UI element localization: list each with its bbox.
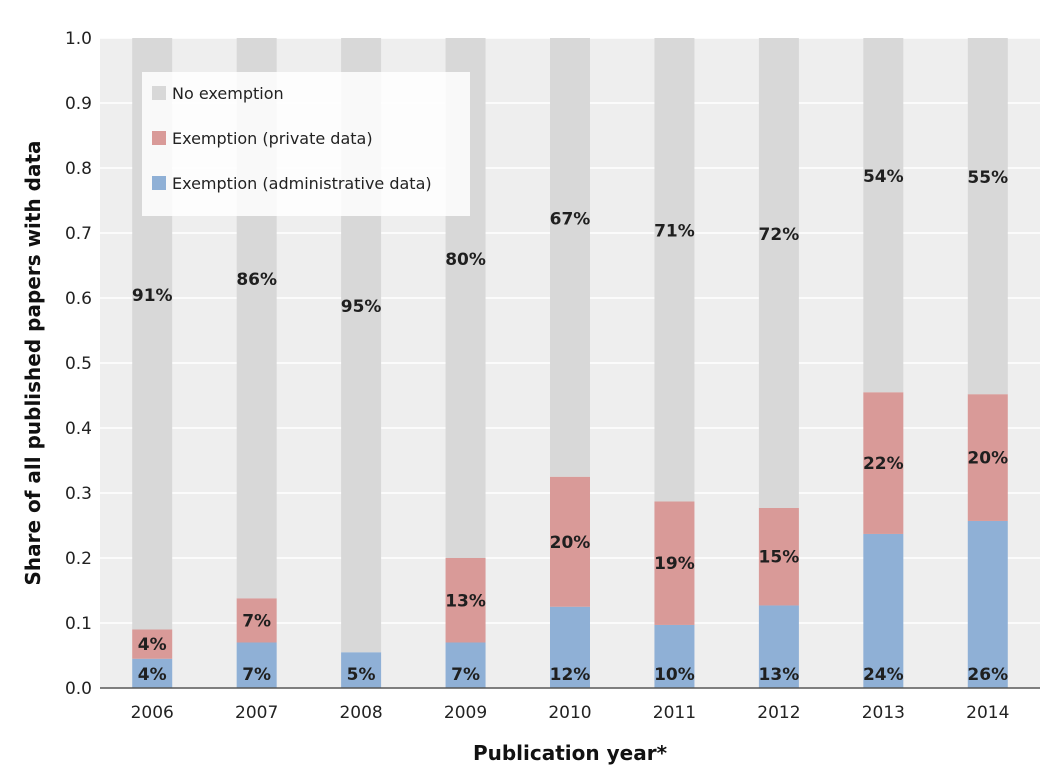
bar-value-label: 13% [759,665,800,685]
bar-value-label: 91% [132,286,173,306]
x-axis-title: Publication year* [473,741,668,765]
bar-segment [863,533,904,688]
y-tick-label: 0.1 [65,614,92,634]
bar-segment [654,624,695,688]
x-axis-ticks: 2006 2007 2008 2009 2010 2011 2012 2013 2014 [100,687,1040,723]
bar-segment [967,38,1008,395]
bar-value-label: 19% [654,554,695,574]
x-tick-label: 2009 [444,703,487,723]
x-tick-label: 2010 [548,703,591,723]
bar-segment [550,38,590,477]
legend-box [142,72,470,216]
x-tick-label: 2008 [339,703,382,723]
y-axis-ticks: 0.0 0.1 0.2 0.3 0.4 0.5 0.6 0.7 0.8 0.9 1.0 [65,29,92,699]
bar-value-label: 24% [863,665,904,685]
bar-value-label: 15% [759,548,800,568]
y-axis-title: Share of all published papers with data [21,140,45,585]
bar-segment [758,38,799,508]
bar-value-label: 13% [445,591,486,611]
x-tick-label: 2007 [235,703,278,723]
y-tick-label: 0.0 [65,679,92,699]
x-tick-label: 2012 [757,703,800,723]
y-tick-label: 0.3 [65,484,92,504]
bar-value-label: 22% [863,454,904,474]
bar-value-label: 95% [341,297,382,317]
bar-segment [758,507,799,606]
legend-entry: No exemption [172,84,284,103]
y-tick-label: 1.0 [65,29,92,49]
bar-segment [654,38,695,502]
x-tick-label: 2013 [862,703,905,723]
bar-value-label: 72% [759,225,800,245]
x-tick-label: 2014 [966,703,1009,723]
y-tick-label: 0.4 [65,419,92,439]
bar-value-label: 12% [550,665,591,685]
bar-value-label: 20% [967,449,1008,469]
bar-value-label: 7% [242,611,271,631]
bar-value-label: 26% [967,665,1008,685]
legend-entry: Exemption (private data) [172,129,373,148]
x-tick-label: 2006 [131,703,174,723]
legend-entry: Exemption (administrative data) [172,174,432,193]
bar-value-label: 86% [236,270,277,290]
bar-value-label: 4% [138,635,167,655]
bar-value-label: 5% [347,665,376,685]
x-tick-label: 2011 [653,703,696,723]
bar-segment [236,598,277,643]
bar-value-label: 54% [863,167,904,187]
y-tick-label: 0.6 [65,289,92,309]
bar-value-label: 71% [654,222,695,242]
bar-segment [341,652,382,688]
legend-swatch [152,176,166,190]
bar-value-label: 80% [445,250,486,270]
bar-segment [758,605,799,688]
bar-segment [967,394,1008,521]
y-tick-label: 0.7 [65,224,92,244]
y-tick-label: 0.2 [65,549,92,569]
bar-segment [445,558,486,643]
bar-value-label: 20% [550,533,591,553]
bar-segment [445,642,486,688]
legend-swatch [152,131,166,145]
bar-value-label: 7% [451,665,480,685]
bar-segment [132,658,173,688]
bar-value-label: 67% [550,209,591,229]
bar-segment [132,629,173,659]
legend-swatch [152,86,166,100]
y-tick-label: 0.9 [65,94,92,114]
bar-segment [654,501,695,625]
bar-value-label: 10% [654,665,695,685]
y-tick-label: 0.8 [65,159,92,179]
y-tick-label: 0.5 [65,354,92,374]
bar-segment [550,476,590,607]
bar-segment [967,520,1008,688]
bar-segment [550,606,590,688]
bar-value-label: 55% [967,168,1008,188]
bar-segment [863,38,904,393]
bar-value-label: 7% [242,665,271,685]
bar-segment [236,642,277,688]
bar-value-label: 4% [138,665,167,685]
legend: No exemption Exemption (private data) Exem… [142,72,470,216]
bar-segment [863,392,904,534]
